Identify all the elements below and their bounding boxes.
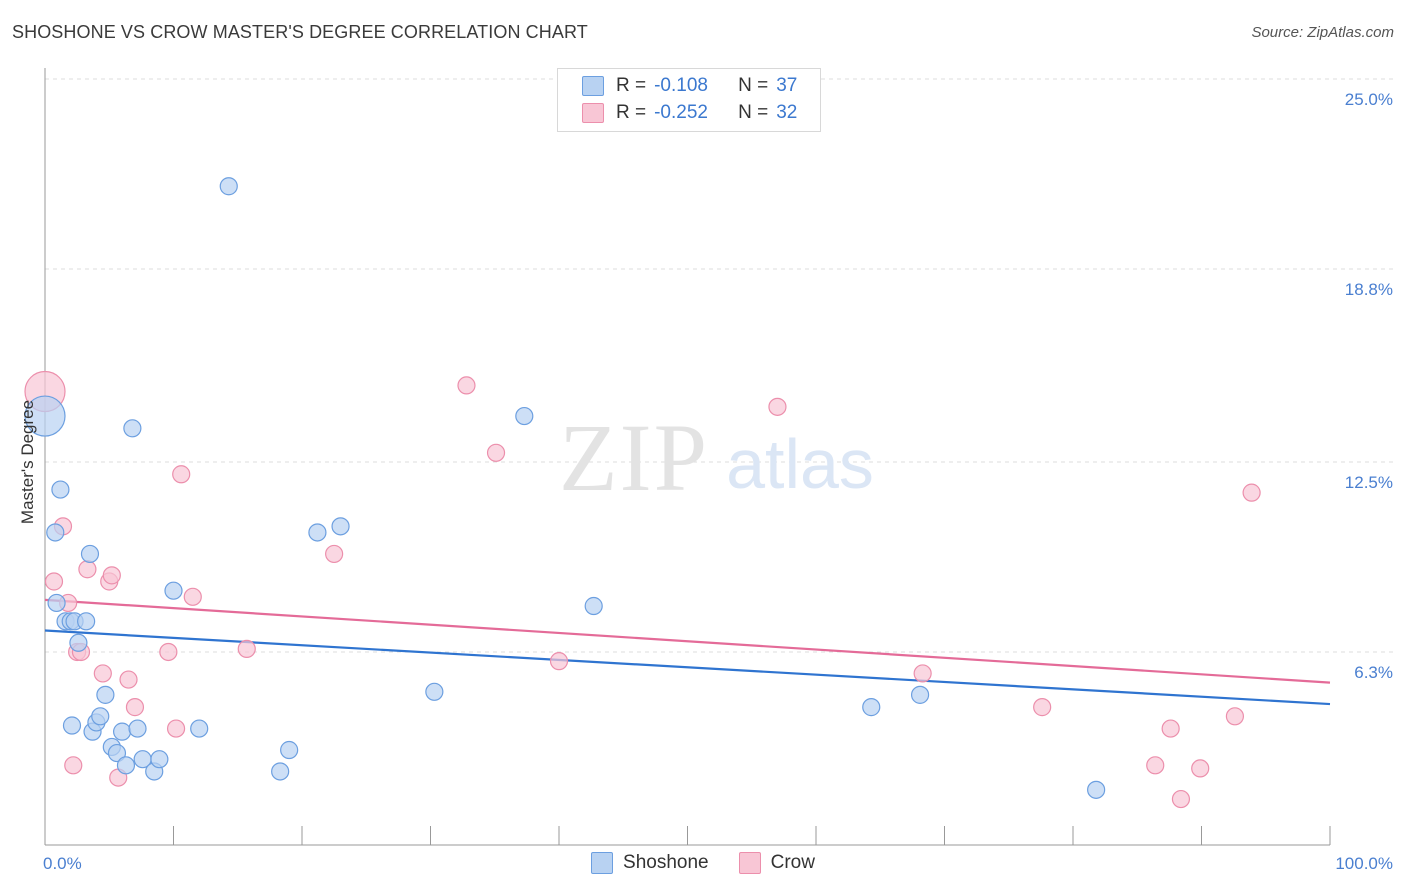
- shoshone-point: [515, 406, 534, 426]
- shoshone-point: [128, 719, 147, 738]
- legend-n-value: 37: [776, 75, 798, 96]
- crow-point: [183, 587, 202, 606]
- gridlines: [45, 78, 1395, 653]
- crow-point: [172, 465, 191, 484]
- watermark: ZIP atlas: [559, 404, 874, 511]
- shoshone-point: [62, 716, 82, 735]
- y-tick-label: 12.5%: [1345, 473, 1393, 492]
- crow-point: [1161, 719, 1180, 738]
- source-label: Source: ZipAtlas.com: [1251, 24, 1394, 41]
- crow-point: [913, 664, 932, 683]
- crow-point: [119, 670, 138, 689]
- shoshone-point: [47, 593, 66, 613]
- legend-label-shoshone: Shoshone: [623, 852, 709, 873]
- legend-item-crow[interactable]: Crow: [738, 852, 815, 874]
- crow-point: [1171, 789, 1191, 809]
- shoshone-point: [190, 719, 209, 738]
- shoshone-point: [425, 682, 444, 701]
- legend-row-crow: R = -0.252 N = 32: [582, 101, 797, 125]
- shoshone-point: [150, 750, 169, 769]
- shoshone-point: [80, 544, 100, 564]
- crow-point: [166, 719, 186, 738]
- crow-point: [1146, 756, 1165, 775]
- y-tick-label: 6.3%: [1354, 663, 1393, 682]
- shoshone-point: [280, 740, 299, 760]
- crow-point: [768, 397, 787, 416]
- shoshone-point: [107, 743, 127, 763]
- crow-swatch: [582, 103, 604, 123]
- shoshone-point: [112, 722, 132, 741]
- legend-n-value: 32: [776, 102, 798, 123]
- shoshone-point: [862, 698, 881, 717]
- shoshone-point: [1087, 780, 1106, 799]
- legend-r-label: R =: [616, 75, 647, 96]
- shoshone-point: [331, 517, 350, 536]
- shoshone-point: [69, 633, 88, 652]
- legend-n-label: N =: [738, 75, 769, 96]
- crow-point: [125, 698, 145, 717]
- crow-point: [1225, 707, 1245, 726]
- shoshone-points: [24, 177, 1106, 799]
- tick-labels: 6.3% 12.5% 18.8% 25.0% 0.0% 100.0%: [43, 90, 1393, 873]
- trend-lines: [44, 598, 1331, 706]
- shoshone-swatch: [582, 76, 604, 96]
- legend-n-label: N =: [738, 102, 769, 123]
- watermark-zip: ZIP: [559, 404, 709, 511]
- chart-title: SHOSHONE VS CROW MASTER'S DEGREE CORRELA…: [12, 22, 588, 42]
- crow-point: [159, 642, 178, 662]
- crow-legend-swatch: [738, 852, 761, 874]
- series-legend: Shoshone Crow: [0, 852, 1406, 874]
- y-axis-label: Master's Degree: [18, 400, 37, 524]
- y-tick-label: 25.0%: [1345, 90, 1393, 109]
- crow-point: [549, 652, 569, 671]
- legend-r-label: R =: [616, 102, 647, 123]
- crow-point: [93, 664, 112, 683]
- trend-line-shoshone: [44, 629, 1331, 706]
- legend-r-value: -0.108: [654, 75, 708, 96]
- shoshone-point: [96, 685, 115, 704]
- shoshone-point: [910, 685, 930, 704]
- y-tick-label: 18.8%: [1345, 280, 1393, 299]
- watermark-atlas: atlas: [726, 425, 874, 503]
- shoshone-legend-swatch: [591, 852, 614, 874]
- shoshone-point: [164, 581, 183, 600]
- shoshone-point: [77, 612, 96, 631]
- shoshone-point: [24, 395, 66, 437]
- legend-item-shoshone[interactable]: Shoshone: [591, 852, 709, 874]
- crow-point: [1033, 698, 1052, 717]
- shoshone-point: [116, 756, 136, 775]
- crow-point: [64, 756, 83, 775]
- crow-point: [237, 639, 256, 659]
- crow-point: [457, 376, 476, 395]
- shoshone-point: [91, 707, 110, 726]
- shoshone-point: [308, 523, 327, 542]
- legend-r-value: -0.252: [654, 102, 708, 123]
- crow-point: [325, 544, 344, 564]
- x-tick-label: 100.0%: [1335, 854, 1393, 873]
- shoshone-point: [584, 596, 603, 616]
- shoshone-point: [219, 177, 238, 196]
- crow-point: [102, 566, 121, 585]
- trend-line-crow: [44, 598, 1331, 684]
- crow-point: [44, 572, 64, 591]
- shoshone-point: [123, 419, 142, 438]
- legend-label-crow: Crow: [770, 852, 815, 873]
- crow-point: [1242, 483, 1261, 502]
- crow-point: [1191, 759, 1210, 778]
- crow-point: [78, 560, 97, 579]
- shoshone-point: [46, 523, 65, 542]
- correlation-legend: R = -0.108 N = 37 R = -0.252 N = 32: [557, 68, 821, 132]
- legend-row-shoshone: R = -0.108 N = 37: [582, 74, 797, 98]
- crow-point: [486, 443, 506, 462]
- shoshone-point: [51, 480, 70, 499]
- shoshone-point: [271, 762, 290, 781]
- x-tick-label: 0.0%: [43, 854, 82, 873]
- axes: [44, 68, 1331, 846]
